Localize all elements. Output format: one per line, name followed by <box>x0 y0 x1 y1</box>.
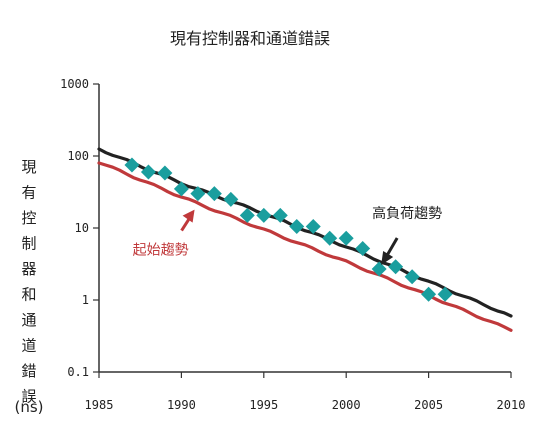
y-axis-label-char: 器 <box>21 260 36 278</box>
data-point <box>272 207 288 223</box>
data-point <box>157 165 173 181</box>
y-tick-label: 1000 <box>60 77 89 91</box>
data-point <box>223 191 239 207</box>
x-tick-label: 1995 <box>249 398 278 412</box>
x-tick-label: 2005 <box>414 398 443 412</box>
data-point <box>173 181 189 197</box>
y-axis-label-char: 道 <box>21 337 36 355</box>
y-tick-label: 1 <box>82 293 89 307</box>
y-tick-label: 100 <box>67 149 89 163</box>
y-axis-label: 現有控制器和通道錯誤 <box>21 158 36 406</box>
data-point <box>421 286 437 302</box>
annotation-arrowhead <box>182 209 195 223</box>
annotation-label: 高負荷趨勢 <box>372 205 442 222</box>
data-point <box>256 207 272 223</box>
y-tick-label: 0.1 <box>67 365 89 379</box>
annotation-arrow <box>384 237 399 258</box>
x-tick-label: 2000 <box>332 398 361 412</box>
y-axis-label-char: 誤 <box>21 388 36 406</box>
y-axis-label-char: 現 <box>21 158 36 176</box>
trend-line <box>97 161 513 332</box>
data-point <box>206 186 222 202</box>
y-axis-label-char: 通 <box>21 311 36 329</box>
data-point <box>371 261 387 277</box>
data-point <box>140 164 156 180</box>
x-tick-label: 1990 <box>167 398 196 412</box>
x-tick-label: 1985 <box>85 398 114 412</box>
data-point <box>124 157 140 173</box>
y-axis-label-char: 控 <box>21 209 36 227</box>
data-point <box>338 230 354 246</box>
y-axis-label-char: 制 <box>21 235 36 253</box>
y-axis-label-char: 錯 <box>21 362 36 380</box>
y-tick-label: 10 <box>75 221 89 235</box>
x-tick-label: 2010 <box>497 398 526 412</box>
annotation-arrowhead <box>381 250 394 265</box>
data-point <box>305 218 321 234</box>
annotation-label: 起始趨勢 <box>133 243 189 259</box>
y-axis-label-char: 和 <box>21 286 36 304</box>
data-point <box>388 259 404 275</box>
chart-title: 現有控制器和通道錯誤 <box>170 29 330 48</box>
data-point <box>355 240 371 256</box>
data-point <box>289 218 305 234</box>
data-point <box>437 286 453 302</box>
data-point <box>190 186 206 202</box>
data-point <box>404 269 420 285</box>
data-point <box>239 207 255 223</box>
data-point <box>322 230 338 246</box>
y-axis-unit: (ns) <box>14 398 43 416</box>
y-axis-label-char: 有 <box>21 184 36 202</box>
